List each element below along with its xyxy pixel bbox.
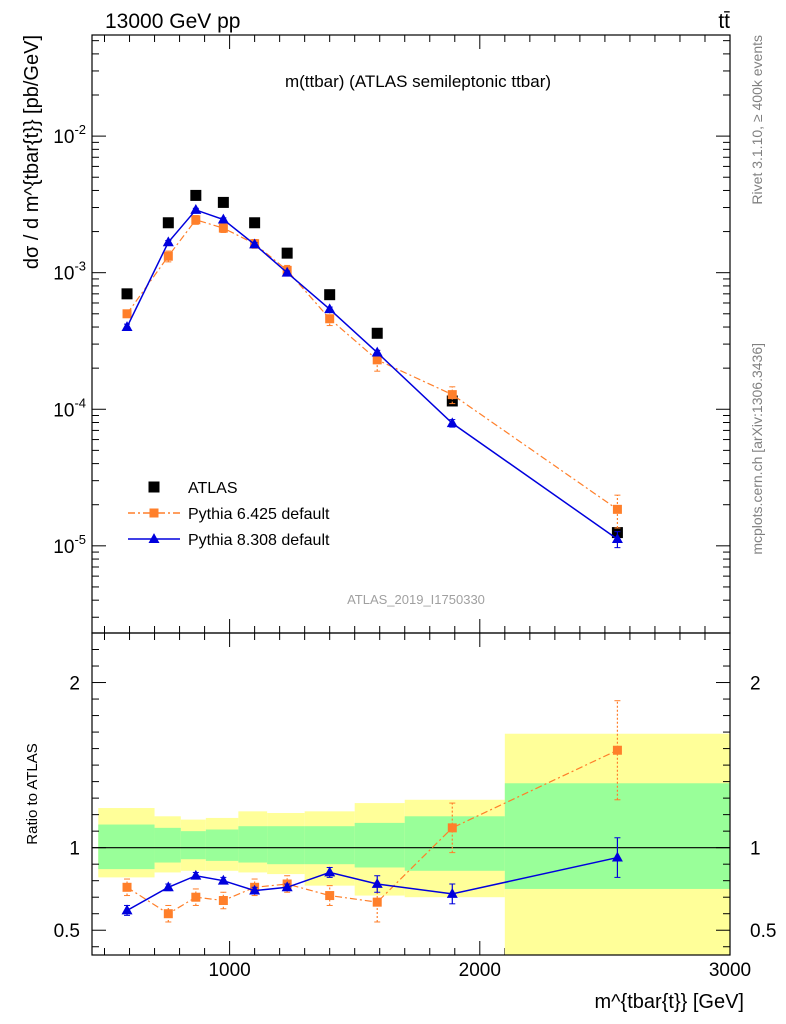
data-point bbox=[447, 390, 457, 400]
data-point bbox=[162, 881, 174, 892]
green-band bbox=[98, 824, 155, 870]
ratio-y-tick-label-right: 0.5 bbox=[750, 921, 776, 942]
ratio-y-axis-label: Ratio to ATLAS bbox=[24, 743, 41, 844]
series-line bbox=[126, 209, 618, 540]
y-tick-label: 10-5 bbox=[53, 532, 86, 558]
mcplots-label: mcplots.cern.ch [arXiv:1306.3436] bbox=[749, 343, 765, 555]
data-point bbox=[249, 217, 261, 229]
legend-marker bbox=[148, 533, 160, 543]
data-point bbox=[163, 251, 173, 261]
green-band bbox=[354, 822, 405, 868]
legend-marker bbox=[148, 481, 160, 493]
data-point bbox=[217, 196, 229, 208]
chart-title: m(ttbar) (ATLAS semileptonic ttbar) bbox=[285, 72, 551, 91]
data-point bbox=[191, 215, 201, 225]
series-2 bbox=[121, 204, 623, 549]
data-point bbox=[217, 874, 229, 885]
data-point bbox=[371, 327, 383, 339]
legend-item: Pythia 6.425 default bbox=[128, 506, 330, 523]
series-line bbox=[126, 749, 618, 915]
legend-marker bbox=[149, 508, 159, 518]
data-point bbox=[324, 866, 336, 877]
data-point bbox=[162, 217, 174, 229]
x-tick-label: 1000 bbox=[208, 960, 250, 981]
legend-label: ATLAS bbox=[188, 480, 238, 497]
green-band bbox=[304, 826, 355, 865]
x-tick-label: 3000 bbox=[709, 960, 751, 981]
data-point bbox=[612, 745, 622, 755]
data-point bbox=[372, 897, 382, 907]
data-point bbox=[121, 904, 133, 915]
data-point bbox=[371, 346, 383, 357]
data-point bbox=[190, 189, 202, 201]
x-axis-label: m^{tbar{t}} [GeV] bbox=[595, 991, 744, 1013]
rivet-label: Rivet 3.1.10, ≥ 400k events bbox=[749, 35, 765, 205]
green-band bbox=[267, 826, 305, 865]
y-tick-label: 10-4 bbox=[53, 395, 86, 421]
data-point bbox=[162, 236, 174, 247]
data-point bbox=[217, 213, 229, 224]
data-point bbox=[372, 355, 382, 365]
ratio-frame bbox=[91, 632, 731, 956]
series-line bbox=[126, 856, 618, 912]
legend-label: Pythia 6.425 default bbox=[188, 506, 330, 523]
legend-item: ATLAS bbox=[148, 480, 238, 497]
data-point bbox=[281, 266, 293, 277]
ratio-y-tick-label: 2 bbox=[69, 674, 80, 695]
green-band bbox=[154, 827, 181, 863]
y-tick-label: 10-2 bbox=[53, 122, 86, 148]
data-point bbox=[121, 288, 133, 300]
data-point bbox=[324, 303, 336, 314]
data-point bbox=[447, 823, 457, 833]
data-point bbox=[324, 289, 336, 301]
ratio-y-tick-label: 1 bbox=[69, 839, 80, 860]
ratio-y-tick-label-right: 2 bbox=[750, 674, 761, 695]
data-point bbox=[121, 321, 133, 331]
data-point bbox=[611, 851, 623, 862]
data-point bbox=[281, 247, 293, 259]
data-point bbox=[281, 881, 293, 892]
data-point bbox=[249, 884, 261, 895]
data-point bbox=[611, 533, 623, 544]
ratio-y-tick-label: 0.5 bbox=[54, 921, 80, 942]
green-band bbox=[205, 829, 239, 861]
ratio-y-tick-label-right: 1 bbox=[750, 839, 761, 860]
data-point bbox=[122, 309, 132, 319]
data-point bbox=[371, 878, 383, 888]
data-point bbox=[163, 909, 173, 919]
data-point bbox=[325, 891, 335, 901]
data-point bbox=[218, 896, 228, 906]
watermark: ATLAS_2019_I1750330 bbox=[347, 592, 485, 607]
y-tick-label: 10-3 bbox=[53, 259, 86, 285]
data-point bbox=[218, 223, 228, 233]
data-point bbox=[446, 887, 458, 898]
data-point bbox=[612, 504, 622, 514]
main-panel: 1000 2000 3000 10-5 10-4 10-3 10-2 m(ttbar) (A… bbox=[21, 34, 751, 981]
data-point bbox=[446, 417, 458, 428]
ratio-panel: 0.5 0.5 1 1 2 2 Ratio to ATLAS bbox=[24, 632, 776, 956]
data-point bbox=[122, 882, 132, 892]
data-point bbox=[191, 892, 201, 902]
green-band bbox=[180, 831, 206, 860]
data-point bbox=[249, 238, 261, 249]
data-point bbox=[325, 314, 335, 324]
data-point bbox=[190, 204, 202, 214]
legend: ATLAS Pythia 6.425 default Pythia 8.308 de… bbox=[128, 480, 330, 549]
green-band bbox=[238, 826, 268, 863]
legend-item: Pythia 8.308 default bbox=[128, 532, 330, 549]
main-y-axis-label: dσ / d m^{tbar{t}} [pb/GeV] bbox=[21, 35, 43, 269]
data-point bbox=[446, 395, 458, 407]
header-left: 13000 GeV pp bbox=[105, 10, 240, 33]
series-line bbox=[126, 219, 618, 510]
x-tick-label: 2000 bbox=[459, 960, 501, 981]
data-point bbox=[190, 869, 202, 880]
legend-label: Pythia 8.308 default bbox=[188, 532, 330, 549]
header-right: tt̄ bbox=[718, 10, 730, 33]
series-2-ratio bbox=[121, 837, 623, 916]
